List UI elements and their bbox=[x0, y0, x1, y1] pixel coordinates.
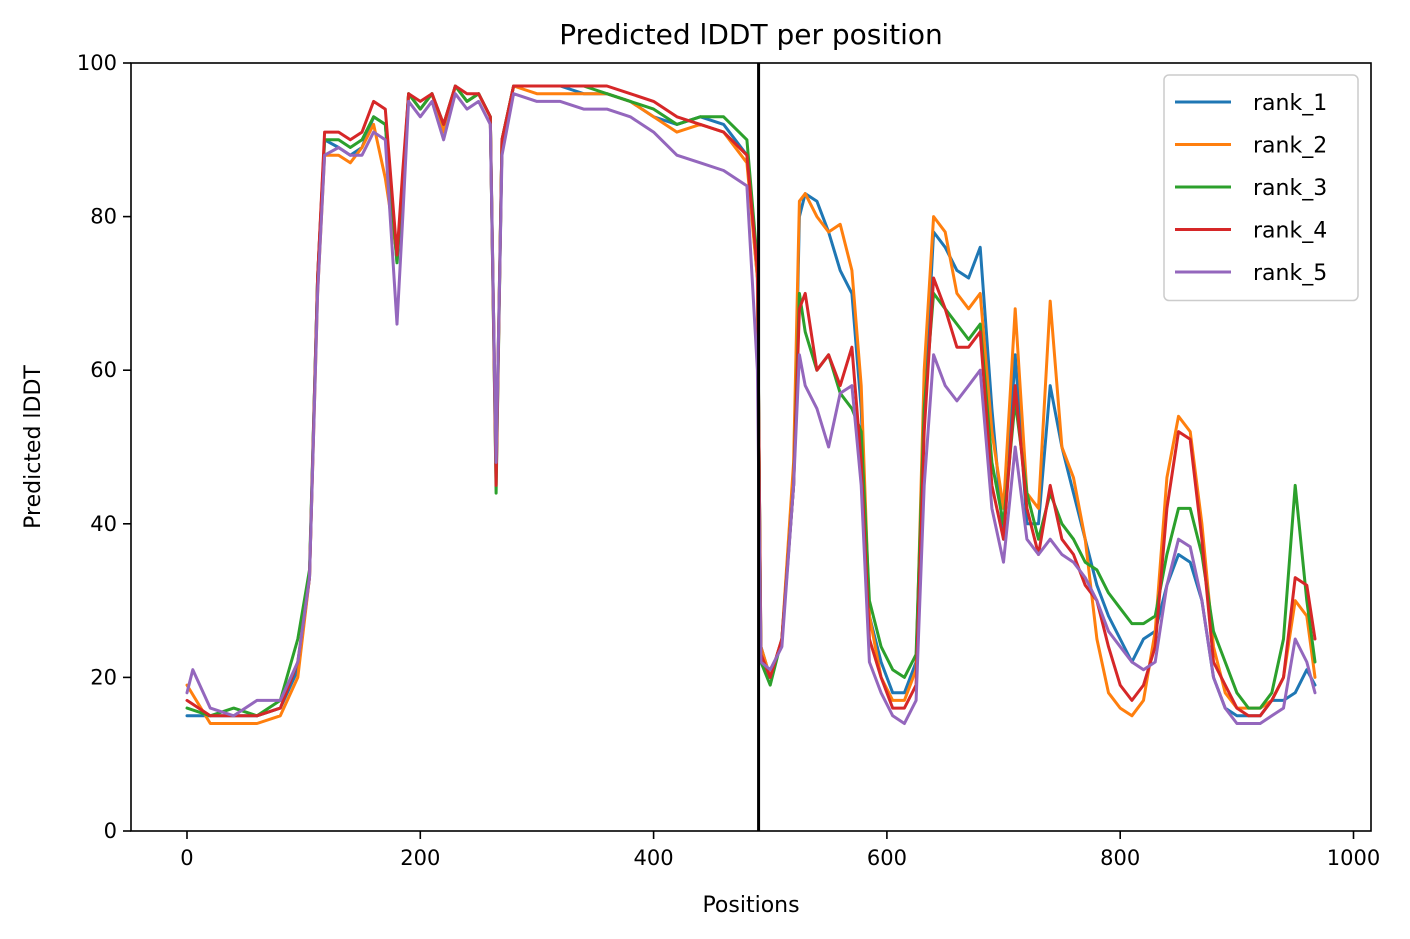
axes: 0 200 400 600 800 1000 0 20 40 60 80 100 bbox=[77, 51, 1380, 870]
legend-label-rank_2: rank_2 bbox=[1253, 134, 1327, 159]
y-tick-label-80: 80 bbox=[90, 205, 117, 229]
legend-label-rank_3: rank_3 bbox=[1253, 176, 1327, 201]
plot-frame bbox=[130, 62, 1372, 832]
y-axis-label: Predicted lDDT bbox=[21, 365, 46, 529]
legend-label-rank_1: rank_1 bbox=[1253, 91, 1327, 116]
x-tick-label-1000: 1000 bbox=[1327, 846, 1380, 870]
legend-label-rank_4: rank_4 bbox=[1253, 219, 1327, 244]
y-tick-label-60: 60 bbox=[90, 358, 117, 382]
legend: rank_1 rank_2 rank_3 rank_4 rank_5 bbox=[1163, 74, 1359, 302]
y-tick-label-0: 0 bbox=[104, 819, 117, 843]
y-tick-label-100: 100 bbox=[77, 51, 117, 75]
legend-label-rank_5: rank_5 bbox=[1253, 261, 1327, 286]
y-tick-label-40: 40 bbox=[90, 512, 117, 536]
x-tick-label-0: 0 bbox=[180, 846, 193, 870]
x-axis-label: Positions bbox=[702, 893, 799, 918]
plot-area bbox=[185, 63, 1317, 831]
x-tick-label-200: 200 bbox=[400, 846, 440, 870]
series-line-rank_5 bbox=[185, 92, 1317, 725]
x-tick-label-800: 800 bbox=[1100, 846, 1140, 870]
y-tick-label-20: 20 bbox=[90, 665, 117, 689]
series-line-rank_4 bbox=[185, 84, 1317, 718]
x-tick-label-600: 600 bbox=[867, 846, 907, 870]
chart-title: Predicted lDDT per position bbox=[559, 18, 943, 51]
series-group bbox=[185, 63, 1317, 831]
x-tick-label-400: 400 bbox=[634, 846, 674, 870]
legend-box bbox=[1163, 74, 1359, 302]
